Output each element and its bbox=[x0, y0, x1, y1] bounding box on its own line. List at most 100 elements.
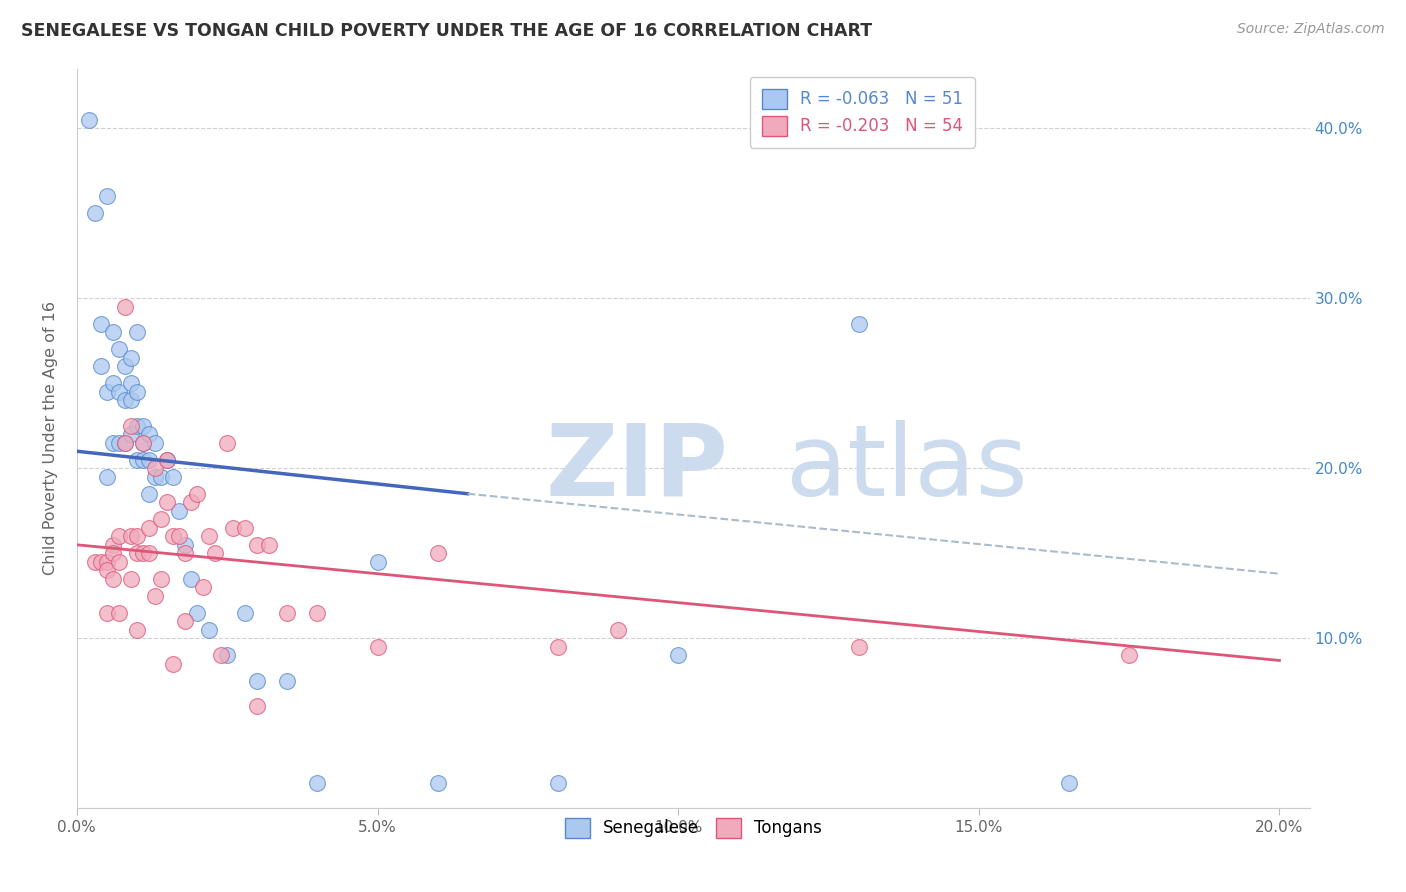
Point bbox=[547, 776, 569, 790]
Point bbox=[96, 469, 118, 483]
Point bbox=[174, 546, 197, 560]
Point bbox=[1118, 648, 1140, 663]
Point bbox=[120, 351, 142, 365]
Legend: Senegalese, Tongans: Senegalese, Tongans bbox=[558, 811, 828, 845]
Point bbox=[259, 538, 281, 552]
Point bbox=[132, 452, 155, 467]
Point bbox=[132, 546, 155, 560]
Point bbox=[120, 393, 142, 408]
Point bbox=[156, 495, 179, 509]
Point bbox=[156, 452, 179, 467]
Point bbox=[162, 469, 184, 483]
Point bbox=[96, 563, 118, 577]
Text: atlas: atlas bbox=[786, 419, 1028, 516]
Point bbox=[114, 435, 136, 450]
Point bbox=[186, 606, 208, 620]
Point bbox=[114, 393, 136, 408]
Point bbox=[108, 435, 131, 450]
Point bbox=[96, 384, 118, 399]
Point bbox=[138, 427, 160, 442]
Point bbox=[96, 606, 118, 620]
Point bbox=[96, 555, 118, 569]
Point bbox=[217, 648, 239, 663]
Point bbox=[125, 452, 148, 467]
Point bbox=[180, 495, 202, 509]
Point bbox=[276, 673, 298, 688]
Point bbox=[101, 538, 124, 552]
Point bbox=[84, 555, 107, 569]
Point bbox=[138, 452, 160, 467]
Point bbox=[1057, 776, 1080, 790]
Point bbox=[367, 555, 389, 569]
Point bbox=[120, 427, 142, 442]
Text: ZIP: ZIP bbox=[546, 419, 728, 516]
Point bbox=[209, 648, 232, 663]
Point bbox=[114, 300, 136, 314]
Point bbox=[143, 589, 166, 603]
Point bbox=[120, 418, 142, 433]
Point bbox=[138, 487, 160, 501]
Point bbox=[848, 640, 870, 654]
Point bbox=[125, 623, 148, 637]
Point bbox=[167, 504, 190, 518]
Point bbox=[150, 572, 173, 586]
Point bbox=[108, 342, 131, 356]
Point bbox=[120, 529, 142, 543]
Point bbox=[143, 461, 166, 475]
Point bbox=[114, 359, 136, 374]
Point bbox=[114, 435, 136, 450]
Point bbox=[77, 112, 100, 127]
Point bbox=[120, 376, 142, 391]
Point bbox=[307, 606, 329, 620]
Point bbox=[125, 384, 148, 399]
Point bbox=[132, 435, 155, 450]
Point bbox=[307, 776, 329, 790]
Point bbox=[167, 529, 190, 543]
Point bbox=[186, 487, 208, 501]
Point bbox=[198, 529, 221, 543]
Point bbox=[101, 376, 124, 391]
Point bbox=[547, 640, 569, 654]
Point bbox=[125, 418, 148, 433]
Point bbox=[222, 521, 245, 535]
Point bbox=[143, 435, 166, 450]
Point bbox=[101, 572, 124, 586]
Point bbox=[246, 673, 269, 688]
Point bbox=[108, 606, 131, 620]
Point bbox=[191, 580, 214, 594]
Point bbox=[276, 606, 298, 620]
Point bbox=[138, 521, 160, 535]
Point bbox=[607, 623, 630, 637]
Point bbox=[174, 615, 197, 629]
Point bbox=[162, 529, 184, 543]
Point bbox=[217, 435, 239, 450]
Point bbox=[233, 521, 256, 535]
Point bbox=[426, 546, 449, 560]
Point bbox=[150, 469, 173, 483]
Point bbox=[246, 538, 269, 552]
Point bbox=[108, 529, 131, 543]
Point bbox=[156, 452, 179, 467]
Point bbox=[426, 776, 449, 790]
Point bbox=[132, 418, 155, 433]
Point bbox=[101, 435, 124, 450]
Point bbox=[84, 206, 107, 220]
Point bbox=[90, 555, 112, 569]
Point bbox=[132, 435, 155, 450]
Point bbox=[198, 623, 221, 637]
Point bbox=[125, 546, 148, 560]
Y-axis label: Child Poverty Under the Age of 16: Child Poverty Under the Age of 16 bbox=[44, 301, 58, 575]
Point bbox=[233, 606, 256, 620]
Point bbox=[367, 640, 389, 654]
Text: SENEGALESE VS TONGAN CHILD POVERTY UNDER THE AGE OF 16 CORRELATION CHART: SENEGALESE VS TONGAN CHILD POVERTY UNDER… bbox=[21, 22, 872, 40]
Point bbox=[138, 546, 160, 560]
Point bbox=[90, 317, 112, 331]
Point bbox=[101, 546, 124, 560]
Point bbox=[125, 529, 148, 543]
Point bbox=[120, 572, 142, 586]
Point bbox=[174, 538, 197, 552]
Point bbox=[162, 657, 184, 671]
Point bbox=[108, 555, 131, 569]
Point bbox=[150, 512, 173, 526]
Point bbox=[143, 469, 166, 483]
